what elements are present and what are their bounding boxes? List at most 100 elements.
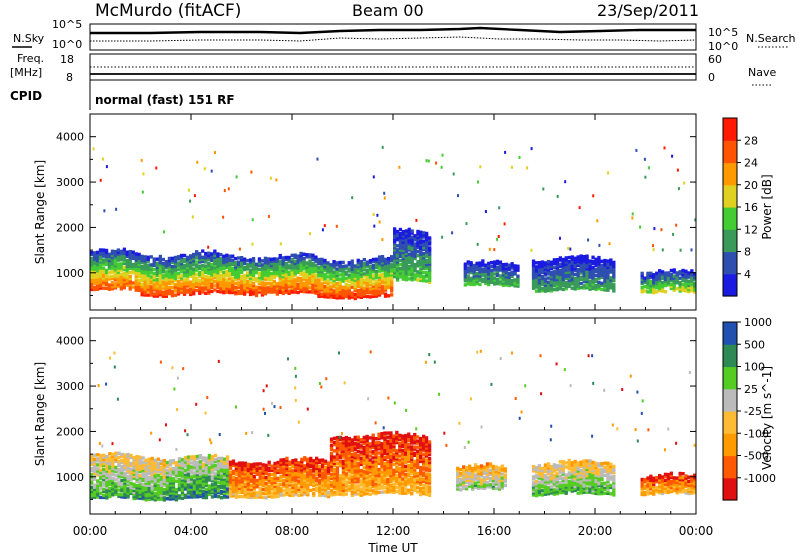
velocity-range-cell bbox=[285, 480, 289, 484]
velocity-range-cell bbox=[306, 470, 310, 474]
power-range-cell bbox=[101, 254, 106, 258]
velocity-range-cell bbox=[222, 471, 227, 475]
power-range-cell bbox=[231, 278, 235, 283]
power-range-cell bbox=[119, 268, 123, 272]
power-range-cell bbox=[222, 270, 226, 275]
power-range-cell bbox=[198, 270, 202, 275]
power-range-cell bbox=[484, 265, 488, 269]
velocity-range-cell bbox=[315, 478, 319, 483]
velocity-range-cell bbox=[353, 468, 357, 472]
power-range-cell bbox=[137, 266, 141, 271]
velocity-range-cell bbox=[338, 492, 343, 496]
velocity-range-cell bbox=[210, 465, 215, 469]
power-range-cell bbox=[257, 290, 262, 294]
power-range-cell bbox=[492, 266, 497, 270]
power-range-cell bbox=[472, 274, 476, 278]
power-range-cell bbox=[237, 289, 241, 294]
velocity-range-cell bbox=[102, 477, 106, 482]
power-range-cell bbox=[161, 266, 165, 270]
velocity-range-cell bbox=[210, 461, 215, 465]
velocity-range-cell bbox=[207, 466, 212, 470]
power-range-cell bbox=[425, 266, 429, 271]
velocity-range-cell bbox=[228, 466, 233, 470]
power-range-cell bbox=[161, 261, 165, 266]
power-range-cell bbox=[501, 277, 505, 281]
power-range-cell bbox=[128, 270, 132, 275]
power-scatter-cell bbox=[510, 165, 513, 169]
power-range-cell bbox=[155, 271, 159, 276]
power-range-cell bbox=[308, 282, 312, 286]
power-range-cell bbox=[195, 264, 199, 268]
power-range-cell bbox=[251, 259, 256, 263]
velocity-range-cell bbox=[356, 457, 360, 462]
velocity-range-cell bbox=[386, 459, 390, 464]
velocity-range-cell bbox=[222, 457, 227, 461]
power-range-cell bbox=[204, 287, 208, 291]
power-range-cell bbox=[652, 283, 656, 287]
velocity-range-cell bbox=[356, 488, 360, 492]
power-range-cell bbox=[672, 284, 676, 288]
power-range-cell bbox=[284, 288, 288, 292]
power-range-cell bbox=[128, 276, 132, 281]
power-range-cell bbox=[248, 280, 253, 284]
power-range-cell bbox=[314, 257, 318, 261]
power-range-cell bbox=[371, 270, 376, 274]
power-range-cell bbox=[219, 290, 223, 294]
power-range-cell bbox=[410, 237, 414, 241]
power-range-cell bbox=[413, 256, 417, 261]
velocity-range-cell bbox=[258, 466, 262, 470]
velocity-range-cell bbox=[177, 485, 182, 490]
velocity-range-cell bbox=[96, 493, 100, 497]
velocity-range-cell bbox=[192, 467, 197, 471]
power-range-cell bbox=[407, 235, 411, 240]
power-range-cell bbox=[257, 263, 262, 267]
velocity-range-cell bbox=[99, 456, 103, 460]
power-range-cell bbox=[463, 283, 467, 287]
velocity-range-cell bbox=[192, 491, 197, 495]
power-range-cell bbox=[308, 265, 312, 269]
velocity-range-cell bbox=[407, 436, 411, 441]
power-range-cell bbox=[422, 243, 426, 248]
velocity-range-cell bbox=[365, 447, 369, 451]
power-range-cell bbox=[540, 264, 545, 268]
power-range-cell bbox=[152, 257, 156, 261]
power-range-cell bbox=[198, 274, 202, 279]
power-range-cell bbox=[101, 270, 106, 274]
power-range-cell bbox=[192, 252, 196, 257]
power-range-cell bbox=[110, 270, 115, 274]
power-range-cell bbox=[222, 288, 226, 293]
power-range-cell bbox=[513, 268, 517, 272]
velocity-range-cell bbox=[338, 453, 343, 458]
power-range-cell bbox=[128, 287, 132, 291]
velocity-range-cell bbox=[347, 468, 351, 472]
velocity-range-cell bbox=[174, 475, 179, 479]
power-range-cell bbox=[149, 293, 153, 297]
power-range-cell bbox=[681, 278, 685, 283]
velocity-range-cell bbox=[306, 476, 310, 480]
velocity-range-cell bbox=[207, 456, 212, 460]
velocity-range-cell bbox=[371, 472, 375, 476]
power-range-cell bbox=[110, 287, 115, 291]
velocity-range-cell bbox=[132, 496, 136, 501]
power-range-cell bbox=[95, 250, 100, 255]
power-range-cell bbox=[390, 281, 394, 285]
velocity-range-cell bbox=[347, 439, 351, 443]
power-range-cell bbox=[591, 261, 595, 266]
power-range-cell bbox=[326, 287, 330, 291]
power-range-cell bbox=[419, 266, 423, 271]
velocity-range-cell bbox=[189, 487, 194, 491]
velocity-range-cell bbox=[306, 461, 310, 466]
velocity-range-cell bbox=[237, 482, 242, 486]
velocity-range-cell bbox=[177, 471, 182, 475]
power-range-cell bbox=[612, 274, 616, 279]
power-range-cell bbox=[290, 259, 294, 264]
power-range-cell bbox=[176, 267, 181, 271]
power-range-cell bbox=[198, 291, 202, 295]
power-range-cell bbox=[281, 262, 285, 266]
power-range-cell bbox=[582, 267, 586, 271]
power-scatter-cell bbox=[559, 236, 561, 240]
velocity-range-cell bbox=[318, 460, 322, 465]
velocity-range-cell bbox=[318, 458, 322, 462]
power-range-cell bbox=[594, 283, 598, 288]
velocity-range-cell bbox=[243, 472, 247, 476]
